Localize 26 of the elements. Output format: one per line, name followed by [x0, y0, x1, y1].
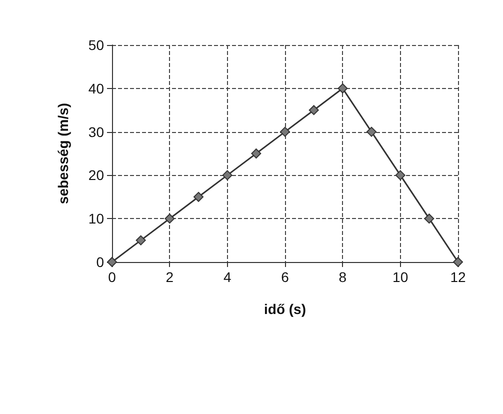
point [308, 105, 319, 116]
x-tick-label: 2 [166, 269, 174, 285]
y-tick-label: 0 [96, 254, 104, 270]
point [136, 235, 146, 246]
y-tick-label: 50 [88, 37, 104, 53]
x-axis-title: idő (s) [264, 301, 306, 317]
x-tick-label: 0 [108, 269, 116, 285]
x-tick-label: 6 [281, 269, 290, 285]
y-tick-label: 20 [88, 167, 104, 184]
point [222, 170, 232, 180]
x-tick-label: 10 [392, 269, 408, 285]
x-tick-label: 12 [450, 269, 466, 285]
point [164, 214, 175, 224]
y-tick-label: 30 [88, 124, 104, 140]
point [395, 170, 406, 180]
point [338, 83, 348, 94]
x-tick-label: 4 [223, 269, 232, 285]
point [194, 192, 204, 202]
y-tick-label: 40 [88, 80, 104, 96]
point [280, 126, 290, 137]
y-tick-label: 10 [88, 210, 104, 227]
point [366, 126, 376, 137]
y-axis-title: sebesség (m/s) [55, 102, 71, 204]
point [251, 148, 262, 158]
x-tick-label: 8 [338, 269, 347, 285]
point [424, 214, 434, 224]
